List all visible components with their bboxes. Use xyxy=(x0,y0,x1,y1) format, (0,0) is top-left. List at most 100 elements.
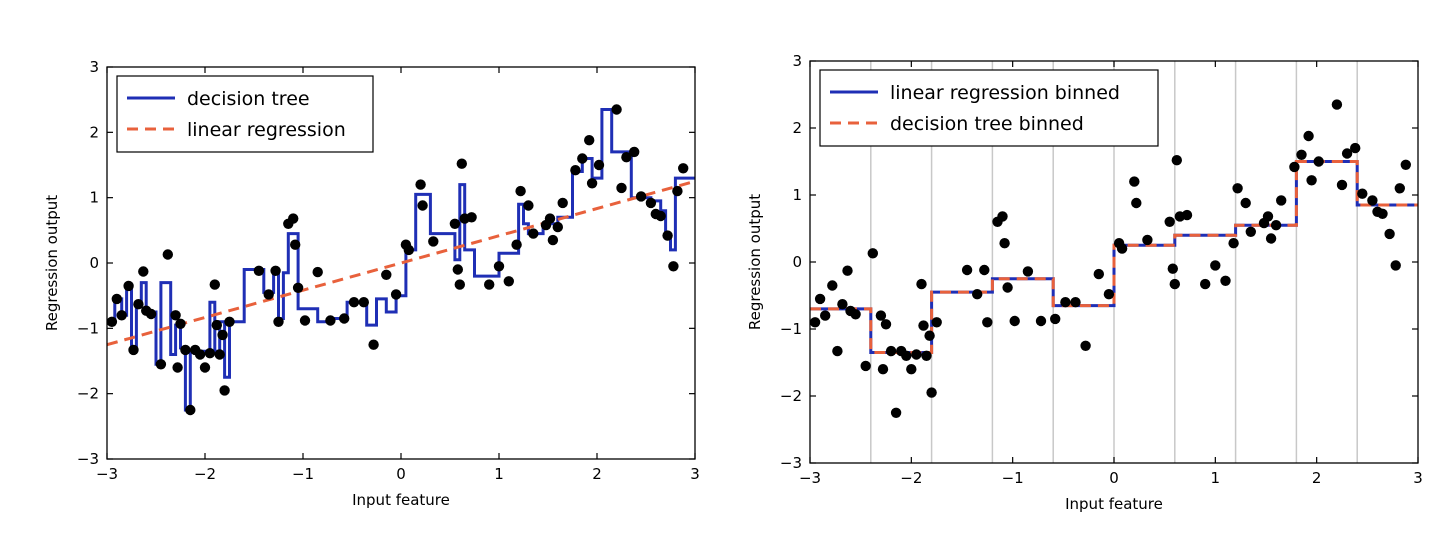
x-tick-label: −3 xyxy=(96,465,118,483)
data-point xyxy=(263,289,274,300)
data-point xyxy=(1331,99,1343,110)
data-point xyxy=(466,212,477,223)
data-point xyxy=(172,362,183,373)
data-point xyxy=(1262,211,1274,222)
data-point xyxy=(1009,315,1020,327)
data-point xyxy=(678,163,689,174)
data-point xyxy=(1265,233,1277,244)
x-tick-label: 3 xyxy=(1413,469,1423,487)
data-point xyxy=(860,360,871,372)
data-point xyxy=(982,317,993,328)
y-axis-label: Regression output xyxy=(43,195,61,331)
data-point xyxy=(1103,289,1115,300)
data-point xyxy=(1240,197,1251,209)
x-tick-label: 0 xyxy=(396,465,406,483)
data-point xyxy=(1129,176,1140,187)
data-point xyxy=(584,135,595,146)
data-point xyxy=(162,249,173,260)
data-point xyxy=(880,319,892,330)
y-tick-label: 3 xyxy=(89,58,99,76)
data-point xyxy=(611,104,622,115)
data-point xyxy=(209,279,220,290)
data-point xyxy=(515,185,526,197)
data-point xyxy=(1384,228,1395,240)
data-point xyxy=(810,317,821,328)
data-point xyxy=(1116,243,1128,254)
data-point xyxy=(635,191,647,202)
data-point xyxy=(1377,208,1388,219)
y-tick-label: 0 xyxy=(792,253,802,271)
data-point xyxy=(552,221,563,233)
data-point xyxy=(1341,148,1353,159)
data-point xyxy=(890,407,902,418)
data-point xyxy=(107,316,118,327)
data-point xyxy=(199,362,211,373)
data-point xyxy=(270,265,281,276)
data-point xyxy=(348,297,360,308)
data-point xyxy=(577,153,588,164)
data-point xyxy=(1400,159,1412,170)
data-point xyxy=(1270,220,1282,231)
data-point xyxy=(814,293,826,305)
data-point xyxy=(194,349,206,360)
x-tick-label: 0 xyxy=(1109,469,1119,487)
x-tick-label: −2 xyxy=(900,469,922,487)
x-tick-label: −1 xyxy=(1002,469,1024,487)
data-point xyxy=(1357,188,1368,199)
data-point xyxy=(655,210,666,222)
data-point xyxy=(1002,282,1013,293)
data-point xyxy=(1167,263,1179,274)
data-point xyxy=(312,266,323,278)
data-point xyxy=(997,211,1008,222)
y-tick-label: 0 xyxy=(89,254,99,272)
left-panel-decision-tree-vs-linear: −3 −2 −1 0 1 2 3 −3 −2 −1 0 1 2 3 Input feature Regress… xyxy=(43,58,700,509)
data-point xyxy=(544,213,556,224)
data-point xyxy=(850,309,861,320)
data-point xyxy=(339,313,350,324)
data-point xyxy=(1181,209,1193,221)
data-point xyxy=(185,404,196,416)
data-point xyxy=(1245,226,1257,237)
x-tick-label: 1 xyxy=(494,465,504,483)
data-point xyxy=(1060,297,1071,308)
data-point xyxy=(842,265,853,276)
legend-label: decision tree xyxy=(187,88,310,110)
data-point xyxy=(1367,195,1378,206)
data-point xyxy=(219,385,230,396)
data-point xyxy=(921,350,932,361)
data-point xyxy=(273,316,284,327)
data-point xyxy=(449,218,461,229)
data-point xyxy=(557,197,568,209)
data-point xyxy=(170,310,181,321)
data-point xyxy=(621,152,632,163)
data-point xyxy=(138,266,149,277)
data-point xyxy=(358,297,369,308)
data-point xyxy=(214,349,225,360)
data-point xyxy=(1296,149,1307,160)
data-point xyxy=(979,264,990,276)
data-point xyxy=(972,289,983,300)
x-tick-label: 2 xyxy=(592,465,602,483)
data-point xyxy=(428,236,439,247)
data-point xyxy=(1350,142,1361,154)
data-point xyxy=(123,280,134,292)
data-point xyxy=(629,146,640,158)
data-point xyxy=(616,182,627,194)
data-point xyxy=(116,310,127,321)
data-point xyxy=(511,239,522,250)
plot-area xyxy=(810,99,1418,418)
data-point xyxy=(288,213,299,224)
data-point xyxy=(292,282,304,293)
data-point xyxy=(528,228,539,239)
data-point xyxy=(832,345,843,357)
x-tick-label: 2 xyxy=(1312,469,1322,487)
data-point xyxy=(547,234,559,246)
data-point xyxy=(645,197,657,209)
y-tick-label: −2 xyxy=(780,387,802,405)
data-point xyxy=(999,238,1010,249)
data-point xyxy=(1390,260,1401,271)
data-point xyxy=(1220,275,1231,286)
data-point xyxy=(1303,130,1314,142)
y-tick-label: 2 xyxy=(89,123,99,141)
data-point xyxy=(456,158,467,169)
